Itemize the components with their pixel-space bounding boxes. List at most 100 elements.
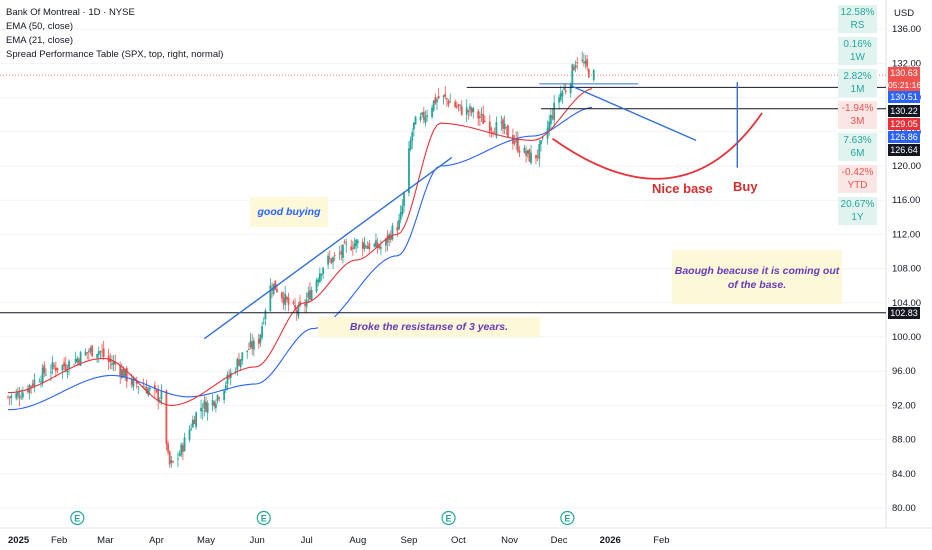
candle: [414, 115, 417, 125]
candle-body: [190, 428, 193, 430]
price-tick-label: 104.00: [892, 298, 921, 309]
candle-body: [112, 361, 115, 365]
candle-body: [553, 102, 556, 121]
candle: [180, 442, 183, 458]
candle: [216, 394, 219, 404]
candle-body: [89, 348, 92, 352]
candle-body: [183, 437, 186, 452]
price-tick-label: 92.00: [892, 400, 916, 411]
candle: [454, 99, 457, 109]
candle-body: [454, 101, 457, 108]
candle-body: [375, 240, 377, 248]
candle: [592, 68, 595, 82]
candle-body: [492, 131, 494, 133]
time-tick-label: May: [197, 535, 215, 546]
candle-body: [528, 149, 531, 162]
candle: [490, 126, 493, 138]
candle: [64, 356, 67, 373]
candle-body: [447, 100, 450, 105]
candle-body: [132, 378, 135, 387]
candle: [54, 361, 57, 378]
candle-body: [86, 352, 89, 354]
legend-spread-table[interactable]: Spread Performance Table (SPX, top, righ…: [6, 49, 224, 60]
candle-body: [8, 396, 11, 398]
candle-body: [262, 322, 265, 324]
candle-body: [188, 429, 191, 440]
ema21-price-tag: 130.51: [888, 91, 920, 103]
candle-body: [419, 116, 422, 121]
price-tick-label: 108.00: [892, 264, 921, 275]
candle-body: [355, 239, 358, 246]
candle: [200, 399, 202, 419]
candle-body: [513, 141, 516, 144]
candle-body: [431, 107, 433, 117]
candle: [518, 146, 521, 158]
candle-body: [223, 390, 226, 401]
candle-body: [21, 392, 24, 398]
candle-body: [469, 106, 471, 110]
candle: [426, 109, 428, 122]
time-tick-label: 2025: [8, 535, 30, 546]
candle: [432, 100, 435, 113]
last-price-tag: 130.63 05:21:16: [888, 67, 921, 91]
candle-body: [287, 297, 290, 305]
candle-body: [15, 393, 18, 399]
candle-body: [569, 83, 572, 94]
dark-level-price-tag: 126.64: [888, 144, 920, 156]
candle-body: [272, 283, 275, 295]
candle-body: [124, 369, 127, 378]
candle-body: [317, 279, 320, 283]
candle-body: [109, 358, 112, 363]
candle-body: [234, 370, 237, 373]
time-tick-label: Feb: [51, 535, 67, 546]
candle: [53, 362, 56, 370]
candle: [535, 154, 537, 165]
legend-title[interactable]: Bank Of Montreal · 1D · NYSE: [6, 7, 135, 18]
candle-body: [45, 374, 47, 376]
candle: [465, 99, 468, 123]
price-tick-label: 132.00: [892, 58, 921, 69]
candle: [30, 385, 32, 395]
candle: [168, 450, 171, 468]
candle: [96, 353, 98, 363]
candle-body: [310, 289, 313, 300]
candle: [398, 213, 400, 231]
candle-body: [97, 351, 100, 355]
candle-body: [114, 361, 117, 365]
candle-body: [200, 407, 202, 412]
candle: [226, 371, 229, 391]
performance-cell-1y: 20.67% 1Y: [838, 197, 877, 225]
performance-period: 1M: [850, 84, 865, 95]
candle: [287, 292, 290, 312]
candle: [488, 114, 491, 138]
candle-body: [342, 244, 344, 258]
candle: [434, 93, 437, 105]
candle: [190, 423, 193, 432]
candle-body: [548, 121, 551, 130]
candle-body: [391, 225, 394, 240]
candle-body: [38, 381, 41, 383]
candle: [553, 94, 556, 127]
performance-period: 1W: [850, 52, 865, 63]
candle: [51, 355, 54, 375]
legend-ema21[interactable]: EMA (21, close): [6, 35, 74, 46]
candle-body: [477, 111, 480, 119]
broke-resistance-note: Broke the resistanse of 3 years.: [318, 317, 540, 337]
candle: [495, 116, 498, 139]
good-buying-note: good buying: [250, 197, 328, 227]
candle: [155, 389, 158, 394]
candle-body: [91, 345, 94, 357]
candle: [10, 393, 13, 405]
candle-body: [444, 93, 447, 97]
candle: [351, 240, 354, 256]
candle: [571, 63, 574, 87]
candle: [399, 205, 402, 224]
legend-ema50[interactable]: EMA (50, close): [6, 21, 74, 32]
candle: [201, 403, 204, 420]
candle-body: [518, 150, 521, 153]
candle-body: [167, 443, 169, 452]
candle-body: [495, 122, 498, 137]
candle-body: [261, 326, 263, 338]
price-tick-label: 80.00: [892, 503, 916, 514]
